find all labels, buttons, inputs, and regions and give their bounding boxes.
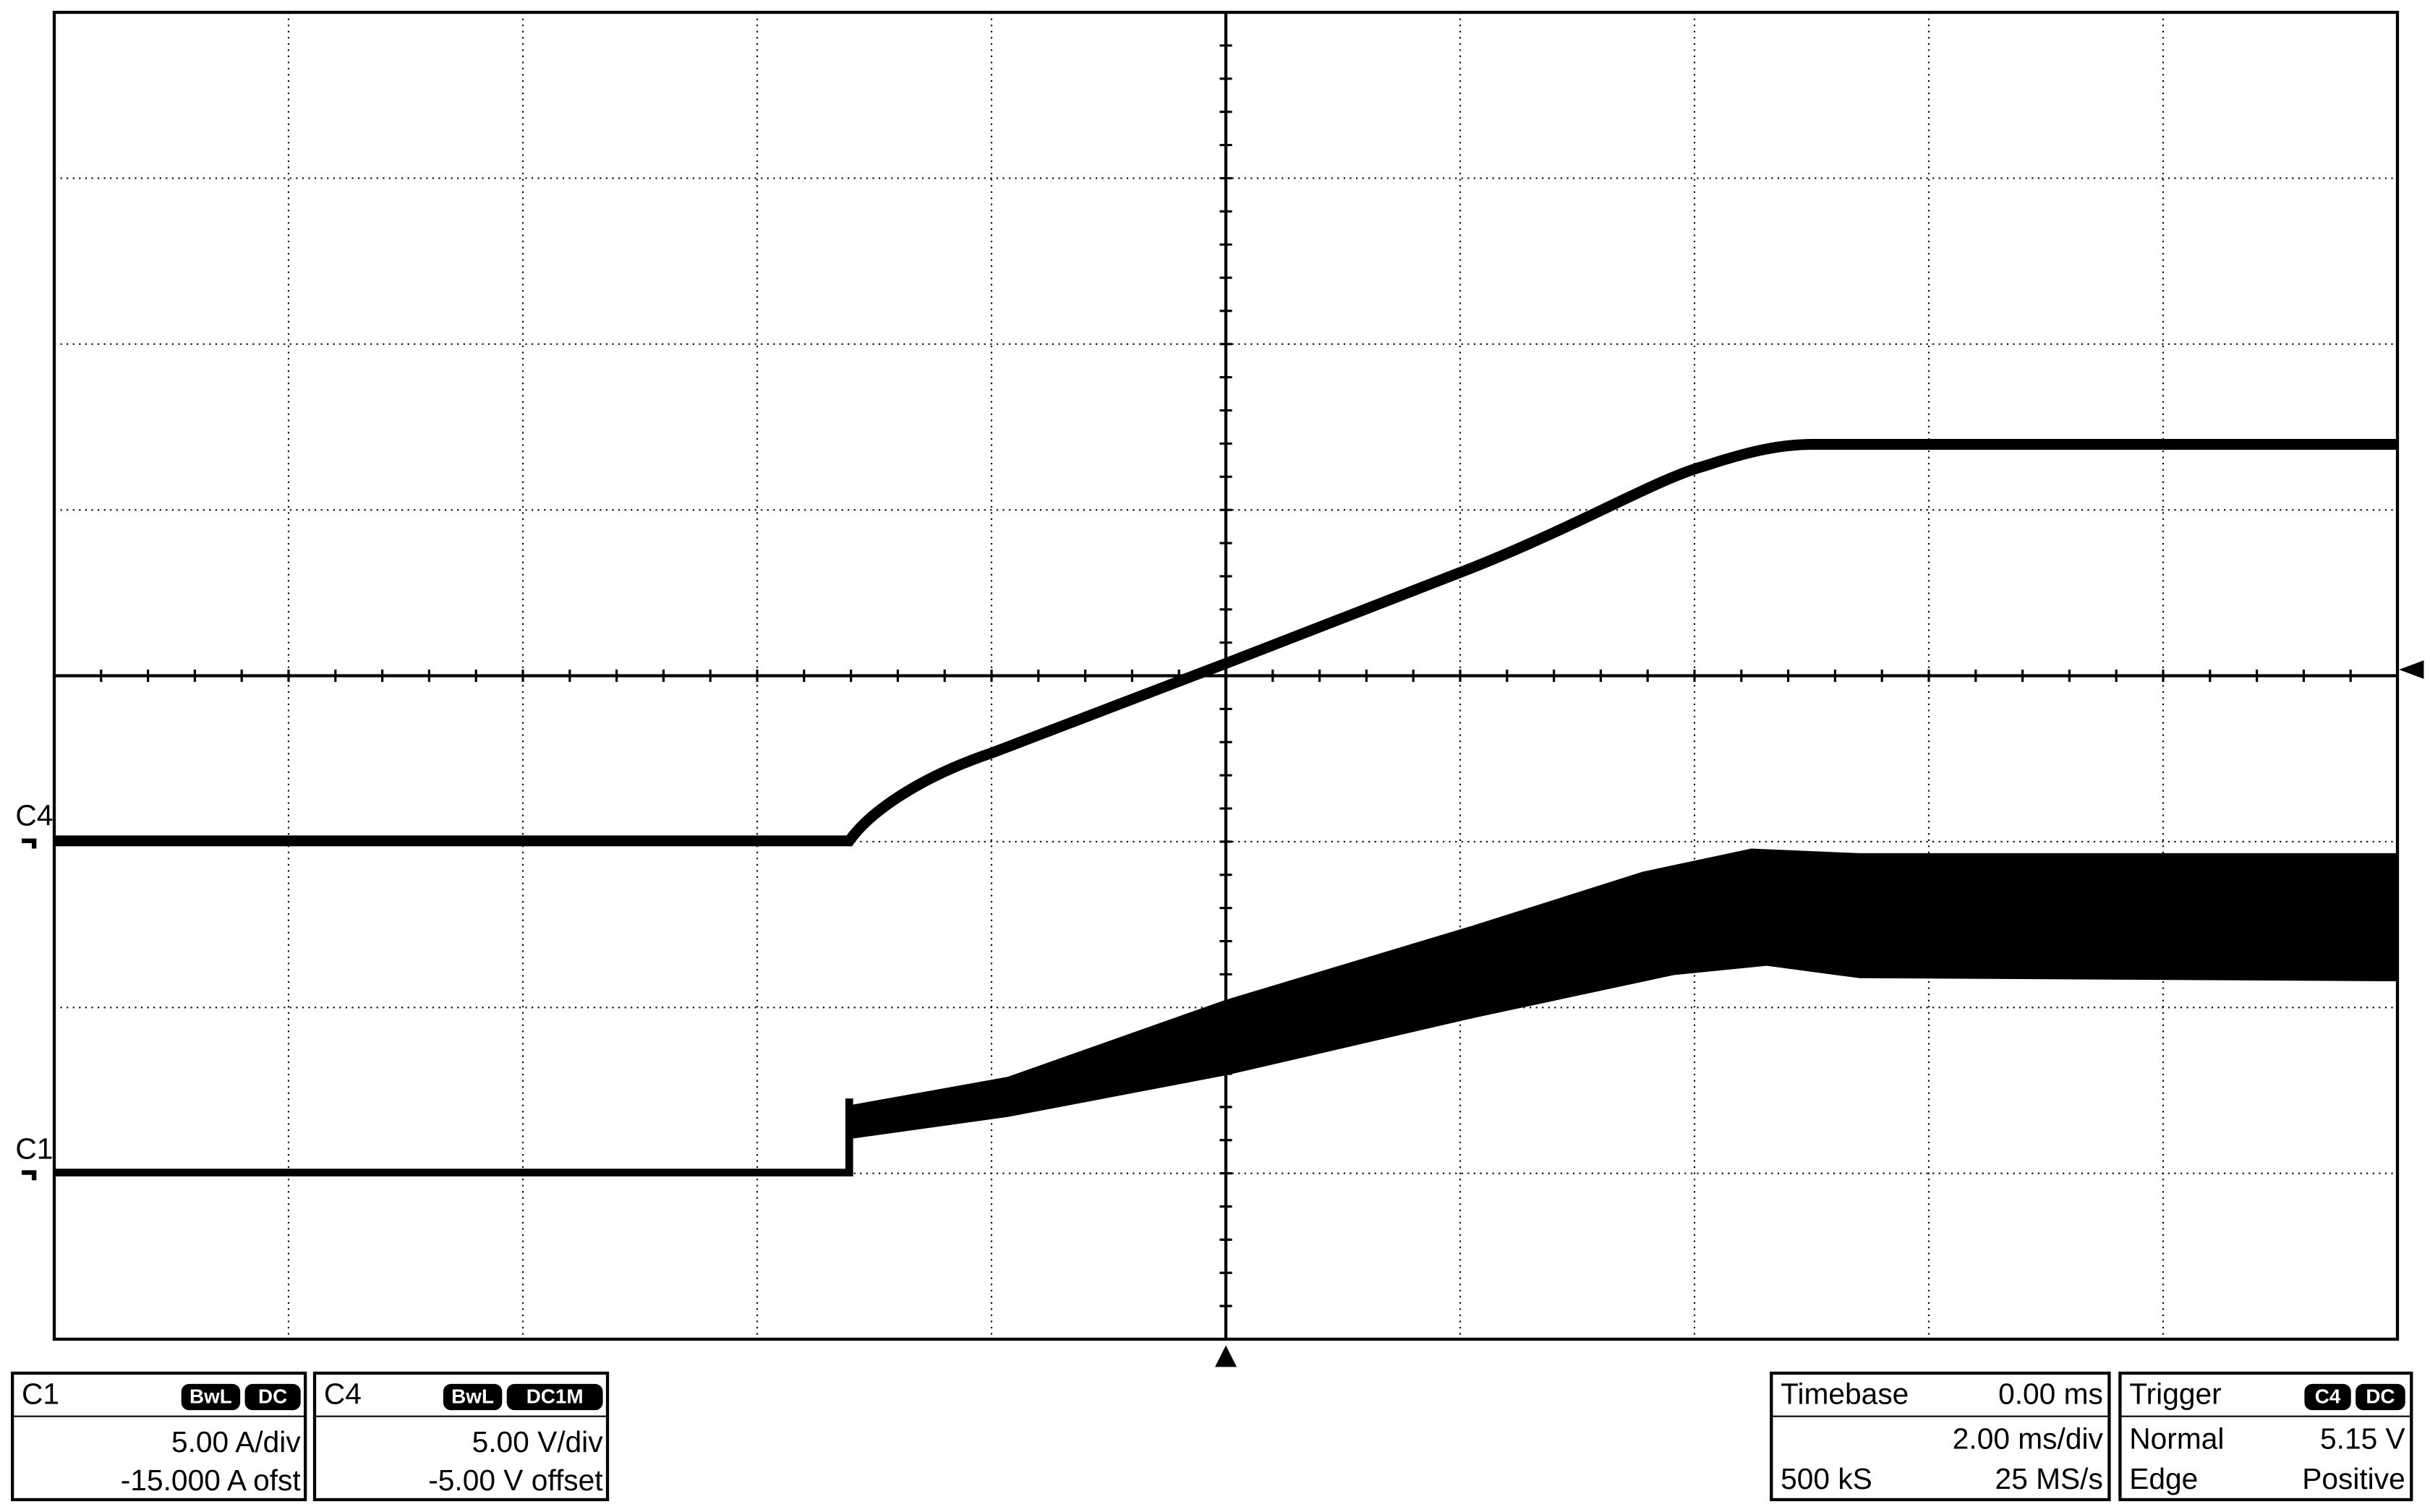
badge-text: DC — [258, 1385, 287, 1407]
trigger-level-marker — [2399, 660, 2424, 679]
panel-title: Trigger — [2129, 1378, 2221, 1411]
c1-panel — [11, 1371, 307, 1502]
badge — [2356, 1383, 2405, 1411]
scale: 2.00 ms/div — [1953, 1422, 2104, 1456]
type: Edge — [2129, 1462, 2198, 1495]
timebase-panel — [1770, 1371, 2111, 1502]
plot-frame — [52, 10, 2400, 1341]
badge-text: DC — [2366, 1385, 2395, 1407]
c4-trace — [54, 439, 2397, 847]
badge-text: BwL — [451, 1385, 494, 1407]
mode: Normal — [2129, 1422, 2224, 1456]
delay: 0.00 ms — [1998, 1378, 2103, 1411]
samples: 500 kS — [1781, 1462, 1872, 1495]
badge — [244, 1383, 301, 1411]
offset: -15.000 A ofst — [121, 1464, 301, 1497]
badge-text: DC1M — [526, 1385, 584, 1407]
trigger-panel — [2118, 1371, 2413, 1502]
trigger-time-marker — [1215, 1345, 1237, 1367]
offset: -5.00 V offset — [428, 1464, 602, 1497]
panel-title: C1 — [22, 1378, 59, 1411]
badge-text: BwL — [189, 1385, 232, 1407]
badge — [181, 1383, 241, 1411]
scale: 5.00 V/div — [472, 1425, 604, 1458]
badge — [443, 1383, 503, 1411]
badge — [506, 1383, 603, 1411]
c4-label: C4 — [15, 799, 53, 832]
rate: 25 MS/s — [1995, 1462, 2103, 1495]
badge — [2304, 1383, 2351, 1411]
c1-label: C1 — [15, 1132, 53, 1166]
c4-marker — [22, 838, 37, 849]
scale: 5.00 A/div — [171, 1425, 301, 1458]
panel-title: C4 — [324, 1378, 362, 1411]
panel-title: Timebase — [1781, 1378, 1909, 1411]
c1-envelope — [852, 848, 2398, 1139]
level: 5.15 V — [2320, 1422, 2405, 1456]
c1-trace — [54, 1098, 853, 1176]
slope: Positive — [2302, 1462, 2405, 1495]
badge-text: C4 — [2315, 1385, 2341, 1407]
c1-marker — [22, 1170, 37, 1181]
c4-panel — [312, 1371, 610, 1502]
